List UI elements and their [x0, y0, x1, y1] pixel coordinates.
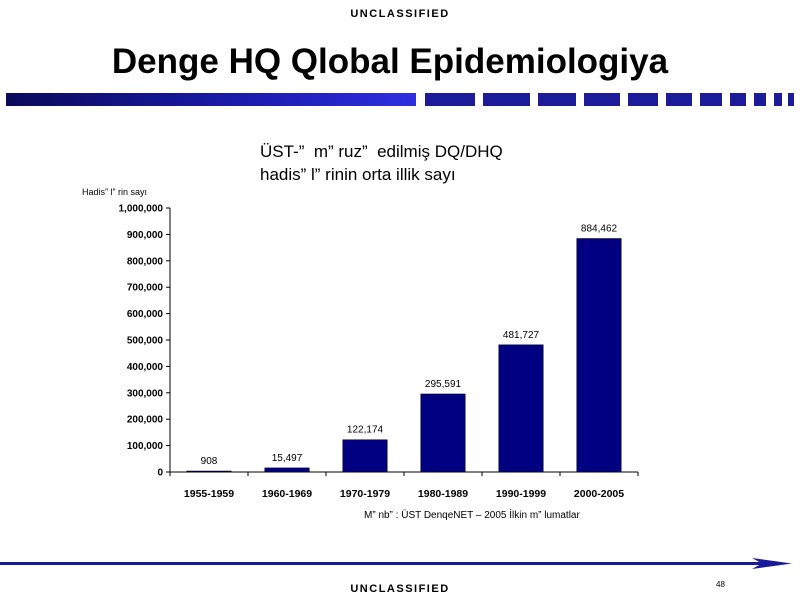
- y-tick-label: 100,000: [127, 441, 164, 452]
- y-tick-label: 200,000: [127, 415, 164, 426]
- y-axis-label: Hadis” l” rin sayı: [82, 187, 147, 197]
- y-tick-label: 0: [157, 468, 163, 479]
- bar: [498, 344, 544, 473]
- y-tick-label: 500,000: [127, 336, 164, 347]
- classification-header: UNCLASSIFIED: [350, 8, 450, 20]
- y-tick-label: 600,000: [127, 309, 164, 320]
- y-tick-label: 400,000: [127, 362, 164, 373]
- data-label: 884,462: [581, 224, 618, 235]
- bar: [264, 467, 310, 473]
- classification-footer: UNCLASSIFIED: [350, 583, 450, 595]
- x-tick-label: 1980-1989: [418, 488, 468, 500]
- x-tick-label: 2000-2005: [574, 488, 624, 500]
- data-label: 481,727: [503, 330, 540, 341]
- slide-title: Denge HQ Qlobal Epidemiologiya: [111, 42, 669, 81]
- page-number: 48: [716, 580, 725, 589]
- title-decoration-bar: [6, 93, 794, 106]
- x-tick-label: 1960-1969: [262, 488, 312, 500]
- bar: [576, 238, 622, 473]
- data-label: 122,174: [347, 425, 384, 436]
- data-label: 908: [201, 456, 218, 467]
- data-label: 15,497: [272, 453, 303, 464]
- y-tick-label: 800,000: [127, 256, 164, 267]
- bar: [186, 470, 232, 473]
- x-tick-label: 1955-1959: [184, 488, 234, 500]
- x-tick-label: 1990-1999: [496, 488, 546, 500]
- x-tick-label: 1970-1979: [340, 488, 390, 500]
- chart-title: ÜST-” m” ruz” edilmiş DQ/DHQ hadis” l” r…: [260, 142, 503, 184]
- y-tick-label: 700,000: [127, 283, 164, 294]
- y-tick-label: 1,000,000: [119, 204, 164, 215]
- footer-arrow-line: [0, 558, 792, 569]
- y-tick-label: 900,000: [127, 230, 164, 241]
- bar: [342, 439, 388, 473]
- data-label: 295,591: [425, 379, 462, 390]
- source-note: M” nb” : ÜST DenqeNET – 2005 İlkin m” lu…: [364, 510, 580, 521]
- bar: [420, 393, 466, 473]
- y-tick-label: 300,000: [127, 388, 164, 399]
